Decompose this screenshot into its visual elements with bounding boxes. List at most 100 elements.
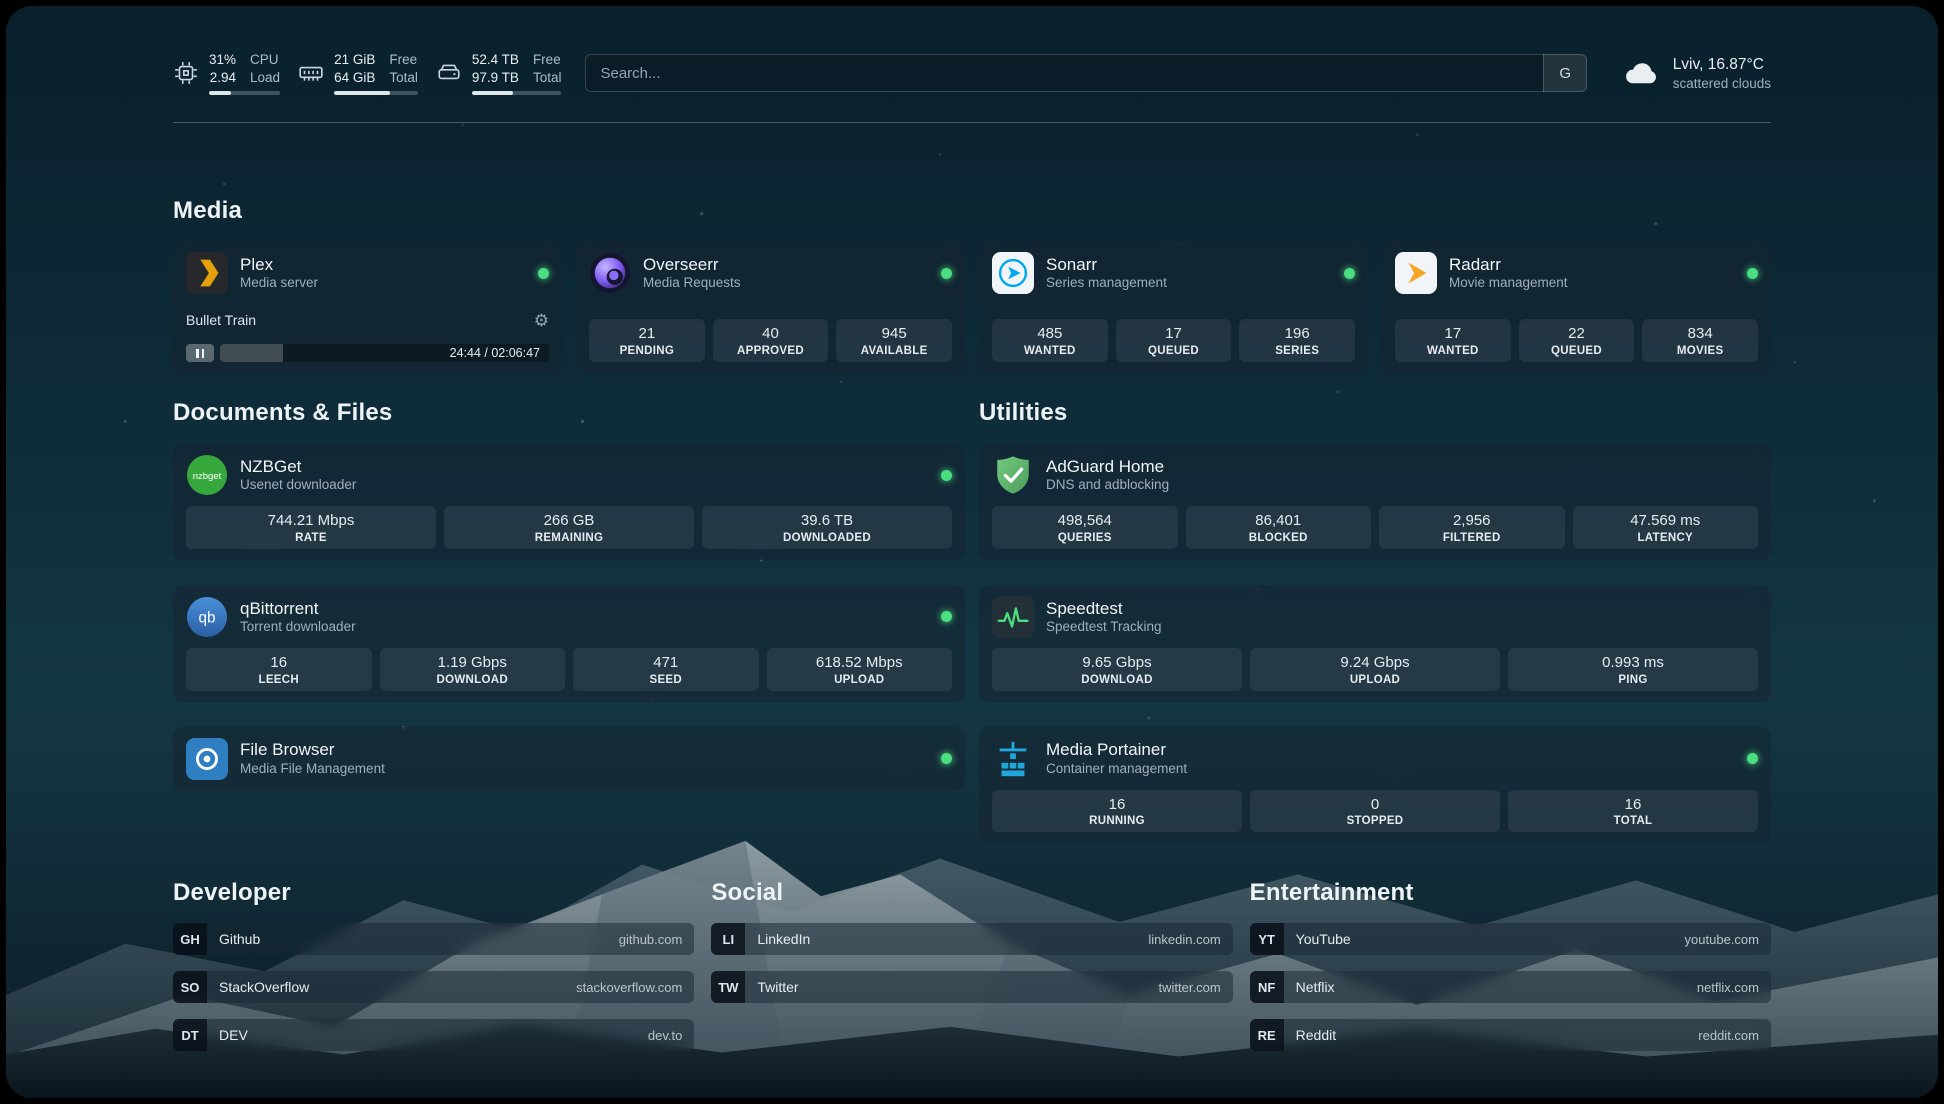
bookmark-url: reddit.com	[1698, 1027, 1759, 1043]
pause-button[interactable]	[186, 344, 214, 362]
stat-ping: 0.993 ms PING	[1508, 647, 1758, 691]
stat-value: 744.21 Mbps	[267, 512, 355, 529]
stat-queued: 17 QUEUED	[1115, 319, 1232, 362]
service-subtitle: Media File Management	[240, 760, 385, 776]
service-subtitle: Media server	[240, 275, 319, 291]
stat-download: 1.19 Gbps DOWNLOAD	[379, 647, 565, 691]
bookmark-name: StackOverflow	[219, 979, 310, 996]
disk-progress-bar	[471, 90, 562, 95]
weather-widget: Lviv, 16.87°C scattered clouds	[1623, 54, 1771, 92]
stat-value: 16	[1108, 795, 1126, 813]
cpu-load-value: 2.94	[209, 70, 237, 85]
stat-label: AVAILABLE	[860, 345, 928, 357]
stat-download: 9.65 Gbps DOWNLOAD	[992, 647, 1242, 691]
service-subtitle: Movie management	[1449, 275, 1568, 291]
disk-icon	[438, 64, 460, 80]
bookmark-dev[interactable]: DT DEV dev.to	[173, 1019, 695, 1052]
service-card-plex[interactable]: Plex Media server Bullet Train ⚙ 24:4	[173, 241, 562, 373]
status-indicator	[1747, 753, 1758, 764]
radarr-icon	[1395, 252, 1437, 294]
search-provider-button[interactable]: G	[1542, 54, 1587, 92]
stat-total: 16 TOTAL	[1508, 789, 1758, 833]
service-card-filebrowser[interactable]: File Browser Media File Management	[173, 726, 965, 791]
stat-wanted: 485 WANTED	[992, 319, 1108, 362]
section-title-developer: Developer	[173, 879, 291, 907]
stat-leech: 16 LEECH	[186, 647, 372, 691]
service-name: Plex	[240, 254, 274, 274]
resource-widgets: 31% CPU 2.94 Load	[173, 51, 562, 95]
service-card-adguard-home[interactable]: AdGuard Home DNS and adblocking 498,564 …	[979, 443, 1771, 560]
stat-blocked: 86,401 BLOCKED	[1185, 506, 1371, 549]
stat-value: 945	[881, 325, 907, 343]
service-card-qbittorrent[interactable]: qb qBittorrent Torrent downloader 16 LEE…	[173, 584, 965, 702]
service-name: qBittorrent	[240, 598, 319, 618]
adguard-icon	[992, 454, 1034, 496]
status-indicator	[941, 753, 952, 764]
bookmark-youtube[interactable]: YT YouTube youtube.com	[1249, 923, 1771, 956]
stat-label: PENDING	[619, 345, 675, 357]
memory-widget: 21 GiB Free 64 GiB Total	[298, 51, 418, 95]
sonarr-icon	[992, 252, 1034, 294]
service-subtitle: Container management	[1046, 760, 1188, 776]
stat-label: QUERIES	[1057, 531, 1112, 544]
bookmark-group-developer: Developer GH Github github.com SO StackO…	[173, 879, 695, 1052]
bookmark-stackoverflow[interactable]: SO StackOverflow stackoverflow.com	[173, 971, 695, 1004]
search-input[interactable]	[585, 54, 1587, 92]
disk-total-label: Total	[532, 70, 562, 85]
topbar: 31% CPU 2.94 Load	[173, 42, 1771, 104]
stat-label: STOPPED	[1346, 815, 1404, 828]
stat-label: UPLOAD	[834, 673, 885, 686]
playback-time: 24:44 / 02:06:47	[449, 346, 540, 360]
stat-series: 196 SERIES	[1239, 319, 1356, 362]
bookmark-netflix[interactable]: NF Netflix netflix.com	[1249, 971, 1771, 1004]
service-card-speedtest[interactable]: Speedtest Speedtest Tracking 9.65 Gbps D…	[979, 584, 1771, 702]
service-name: Sonarr	[1046, 254, 1098, 274]
disk-progress-fill	[471, 90, 514, 95]
memory-free-label: Free	[389, 52, 418, 68]
status-indicator	[1747, 267, 1758, 279]
cpu-widget: 31% CPU 2.94 Load	[173, 51, 281, 95]
bookmark-linkedin[interactable]: LI LinkedIn linkedin.com	[711, 923, 1233, 956]
section-media: Media Plex Media server	[173, 197, 1771, 373]
stat-downloaded: 39.6 TB DOWNLOADED	[702, 506, 952, 549]
stat-queries: 498,564 QUERIES	[992, 506, 1178, 549]
stat-value: 17	[1165, 325, 1182, 343]
service-card-overseerr[interactable]: Overseerr Media Requests 21 PENDING 40 A…	[576, 241, 965, 373]
service-card-sonarr[interactable]: Sonarr Series management 485 WANTED 17 Q…	[979, 241, 1368, 373]
bookmark-github[interactable]: GH Github github.com	[173, 923, 695, 956]
bookmark-url: stackoverflow.com	[576, 979, 683, 995]
section-title-documents: Documents & Files	[173, 399, 393, 426]
stat-label: SERIES	[1275, 345, 1320, 357]
section-title-social: Social	[711, 879, 784, 907]
stat-value: 9.65 Gbps	[1082, 653, 1152, 671]
service-subtitle: Usenet downloader	[240, 477, 357, 493]
service-card-radarr[interactable]: Radarr Movie management 17 WANTED 22 QUE…	[1382, 241, 1771, 373]
bookmark-twitter[interactable]: TW Twitter twitter.com	[711, 971, 1233, 1004]
stat-value: 40	[762, 325, 779, 343]
bookmark-abbr: TW	[711, 971, 746, 1004]
memory-total-label: Total	[389, 70, 418, 85]
service-subtitle: Torrent downloader	[240, 618, 356, 634]
cpu-progress-bar	[209, 90, 281, 95]
bookmark-reddit[interactable]: RE Reddit reddit.com	[1249, 1019, 1771, 1052]
stat-label: RATE	[295, 531, 327, 544]
bookmark-name: LinkedIn	[757, 931, 811, 948]
section-title-utilities: Utilities	[979, 399, 1068, 426]
stat-label: PING	[1618, 673, 1648, 686]
service-card-nzbget[interactable]: nzbget NZBGet Usenet downloader 744.21 M…	[173, 443, 965, 560]
stat-value: 39.6 TB	[800, 512, 854, 529]
bookmark-abbr: SO	[173, 971, 207, 1004]
dashboard-screen: 31% CPU 2.94 Load	[6, 6, 1938, 1098]
stat-label: QUEUED	[1551, 345, 1603, 357]
playback-progress-bar[interactable]: 24:44 / 02:06:47	[220, 344, 549, 362]
stat-value: 16	[270, 653, 288, 671]
stat-label: BLOCKED	[1248, 531, 1308, 544]
settings-gear-icon[interactable]: ⚙	[533, 310, 549, 330]
service-card-portainer[interactable]: Media Portainer Container management 16 …	[979, 726, 1771, 844]
overseerr-icon	[589, 252, 631, 294]
cloud-icon	[1625, 63, 1656, 84]
stat-upload: 9.24 Gbps UPLOAD	[1250, 647, 1500, 691]
portainer-icon	[992, 738, 1034, 780]
bookmark-url: twitter.com	[1158, 979, 1221, 995]
status-indicator	[941, 267, 952, 279]
